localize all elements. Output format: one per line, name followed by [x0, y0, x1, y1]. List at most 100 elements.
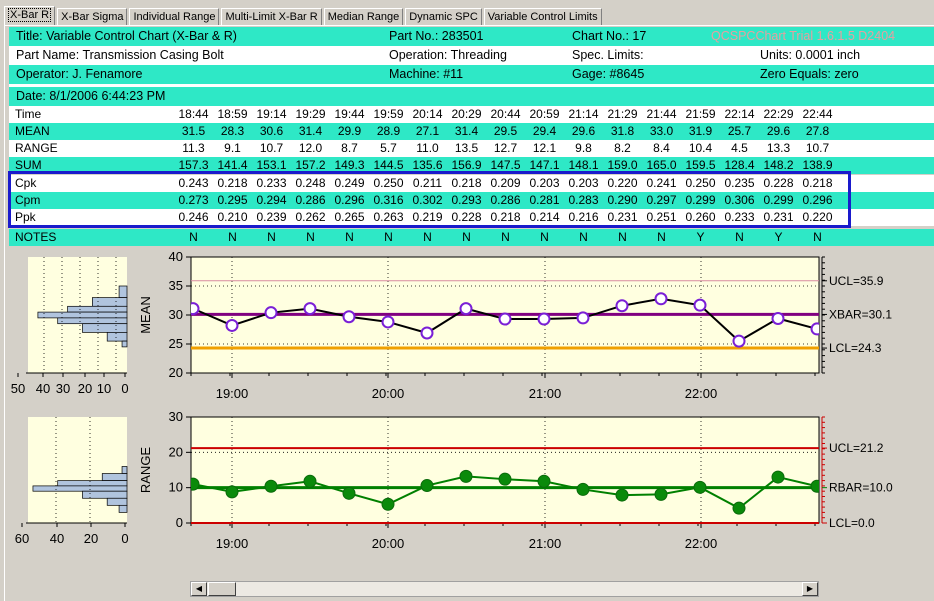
tab-multi-limit-x-bar-r[interactable]: Multi-Limit X-Bar R	[221, 8, 322, 25]
time-row-cell: 20:44	[490, 107, 521, 121]
horizontal-scrollbar[interactable]: ◀ ▶	[190, 581, 819, 597]
tab-x-bar-sigma[interactable]: X-Bar Sigma	[57, 8, 128, 25]
mean-row-cell: 31.9	[688, 124, 713, 138]
notes-row-cell: N	[618, 230, 627, 244]
mean-row-cell: 31.8	[610, 124, 635, 138]
cpk-row-cell: 0.243	[178, 176, 209, 190]
scroll-right-button[interactable]: ▶	[802, 582, 818, 596]
cpm-row-cell: 0.296	[802, 193, 833, 207]
mean-chart-histogram-bar	[57, 317, 128, 325]
range-row-cell: 9.8	[575, 141, 592, 155]
range-chart-point	[420, 479, 434, 493]
range-row-cell: 12.7	[493, 141, 518, 155]
notes-row-cell: Y	[696, 230, 705, 244]
mean-chart-histogram-tick-label: 0	[121, 381, 128, 396]
mean-chart-xtick-label: 21:00	[529, 386, 562, 401]
mean-chart-ylabel: MEAN	[138, 296, 153, 334]
operation: Operation: Threading	[389, 48, 507, 62]
notes-row-cell: N	[423, 230, 432, 244]
time-row-cell: 22:44	[802, 107, 833, 121]
cpk-row-cell: 0.218	[451, 176, 482, 190]
ppk-row-cell: 0.251	[646, 210, 677, 224]
range-row-cell: 10.7	[259, 141, 284, 155]
range-chart-histogram-bar	[57, 480, 128, 487]
mean-row-cell: 27.8	[805, 124, 830, 138]
range-chart-point	[615, 488, 629, 502]
range-chart-histogram-tick-label: 0	[121, 531, 128, 546]
header-row-3: Operator: J. Fenamore Machine: #11 Gage:…	[9, 65, 934, 84]
range-chart-histogram-bar	[32, 485, 128, 492]
tab-dynamic-spc[interactable]: Dynamic SPC	[405, 8, 482, 25]
tab-individual-range[interactable]: Individual Range	[129, 8, 220, 25]
range-row-cell: 8.4	[653, 141, 670, 155]
time-row-cell: 19:29	[295, 107, 326, 121]
time-row-cell: 21:59	[685, 107, 716, 121]
range-row-cell: 8.2	[614, 141, 631, 155]
ppk-row-cell: 0.210	[217, 210, 248, 224]
range-row-cell: 10.7	[805, 141, 830, 155]
ppk-row-cell: 0.260	[685, 210, 716, 224]
cpm-row-cell: 0.273	[178, 193, 209, 207]
cpk-row-cell: 0.235	[724, 176, 755, 190]
range-row-cell: 13.3	[766, 141, 791, 155]
sum-row: SUM 157.3 141.4 153.1 157.2 149.3 144.5 135.6 15…	[9, 157, 934, 174]
cpk-row-cell: 0.211	[412, 176, 443, 190]
ppk-row: Ppk 0.246 0.210 0.239 0.262 0.265 0.263 0.219 0.…	[9, 209, 934, 226]
tab-median-range[interactable]: Median Range	[323, 8, 404, 25]
date: Date: 8/1/2006 6:44:23 PM	[16, 89, 166, 103]
range-chart-point	[576, 482, 590, 496]
cpm-row-cell: 0.297	[646, 193, 677, 207]
mean-row: MEAN 31.5 28.3 30.6 31.4 29.9 28.9 27.1 31.4 29.5…	[9, 123, 934, 140]
cpk-row-label: Cpk	[15, 176, 37, 190]
range-chart-series	[191, 469, 819, 515]
range-chart-xtick-label: 21:00	[529, 536, 562, 551]
cpk-row-cell: 0.250	[373, 176, 404, 190]
ppk-row-cell: 0.231	[607, 210, 638, 224]
tab-label: Multi-Limit X-Bar R	[225, 11, 318, 23]
sum-row-cell: 128.4	[724, 158, 755, 172]
notes-row-cell: N	[267, 230, 276, 244]
chart-title: Title: Variable Control Chart (X-Bar & R…	[16, 29, 237, 43]
range-row-cell: 11.3	[182, 141, 205, 155]
tab-x-bar-r[interactable]: X-Bar R	[4, 6, 56, 25]
scroll-left-button[interactable]: ◀	[191, 582, 207, 596]
range-chart-point	[537, 474, 551, 488]
mean-chart-histogram-bar	[82, 323, 128, 333]
scroll-thumb[interactable]	[208, 582, 236, 596]
range-chart-point	[810, 479, 819, 493]
time-row-cell: 21:44	[646, 107, 677, 121]
header-row-1: Title: Variable Control Chart (X-Bar & R…	[9, 27, 934, 46]
machine: Machine: #11	[389, 67, 464, 81]
tab-variable-control-limits[interactable]: Variable Control Limits	[483, 8, 602, 25]
notes-row-cell: N	[540, 230, 549, 244]
range-chart-point	[732, 501, 746, 515]
mean-row-cell: 31.4	[298, 124, 323, 138]
mean-chart-histogram-bar	[106, 332, 128, 342]
tab-label: Individual Range	[133, 11, 216, 23]
range-chart-histogram-bar	[101, 473, 128, 481]
notes-row-cell: N	[657, 230, 666, 244]
range-chart-xtick-label: 19:00	[216, 536, 249, 551]
mean-chart-point	[381, 315, 395, 329]
mean-row-cell: 29.6	[766, 124, 791, 138]
range-chart-xtick-label: 20:00	[372, 536, 405, 551]
range-chart-plot-area	[190, 416, 820, 524]
notes-row: NOTES N N N N N N N N N N N N N Y N Y N	[9, 229, 934, 246]
cpk-row-cell: 0.203	[529, 176, 560, 190]
notes-row-cell: N	[462, 230, 471, 244]
sum-row-label: SUM	[15, 158, 42, 172]
tab-label: X-Bar Sigma	[61, 11, 124, 23]
notes-row-cell: N	[735, 230, 744, 244]
ppk-row-cell: 0.214	[529, 210, 560, 224]
cpk-row-cell: 0.209	[490, 176, 521, 190]
mean-chart-point	[420, 326, 434, 340]
sum-row-cell: 165.0	[646, 158, 677, 172]
cpm-row-label: Cpm	[15, 193, 41, 207]
ppk-row-cell: 0.220	[802, 210, 833, 224]
mean-chart-point	[342, 310, 356, 324]
range-chart-histogram-area	[28, 417, 127, 523]
sum-row-cell: 147.5	[490, 158, 521, 172]
range-chart-point	[771, 470, 785, 484]
range-chart-limit-label: UCL=21.2	[829, 441, 884, 455]
zero-equals: Zero Equals: zero	[760, 67, 859, 81]
